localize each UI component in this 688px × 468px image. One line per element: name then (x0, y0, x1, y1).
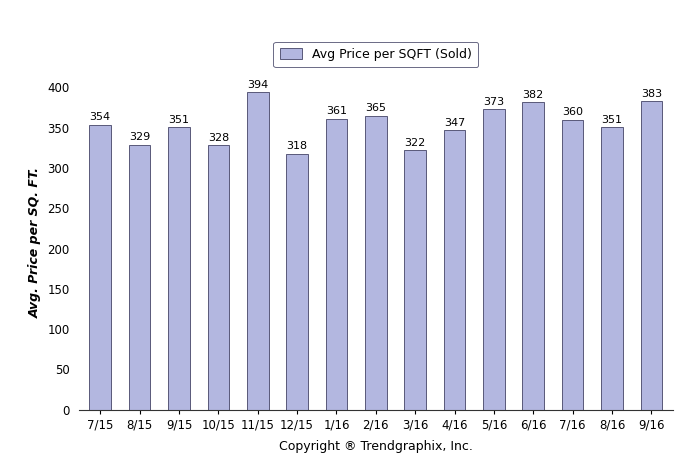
Text: 394: 394 (247, 80, 268, 90)
Bar (129, 145, 151, 410)
Bar (247, 92, 268, 410)
Text: 347: 347 (444, 118, 465, 128)
Bar (562, 120, 583, 410)
Bar (483, 109, 505, 410)
Bar (365, 116, 387, 410)
Bar (168, 127, 190, 410)
Text: 361: 361 (326, 106, 347, 117)
Bar (325, 119, 347, 410)
Bar (641, 101, 662, 410)
Text: 351: 351 (169, 115, 189, 124)
Bar (286, 154, 308, 410)
Legend: Avg Price per SQFT (Sold): Avg Price per SQFT (Sold) (273, 42, 478, 67)
Text: 373: 373 (484, 97, 504, 107)
Text: 318: 318 (286, 141, 308, 151)
Bar (208, 146, 229, 410)
Bar (522, 102, 544, 410)
Text: 351: 351 (601, 115, 623, 124)
Text: 328: 328 (208, 133, 229, 143)
Bar (444, 130, 465, 410)
Text: 365: 365 (365, 103, 386, 113)
X-axis label: Copyright ® Trendgraphix, Inc.: Copyright ® Trendgraphix, Inc. (279, 440, 473, 453)
Bar (405, 150, 426, 410)
Text: 383: 383 (641, 89, 662, 99)
Text: 360: 360 (562, 107, 583, 117)
Bar (601, 127, 623, 410)
Bar (89, 124, 111, 410)
Text: 382: 382 (523, 89, 544, 100)
Text: 322: 322 (405, 138, 426, 148)
Text: 329: 329 (129, 132, 150, 142)
Y-axis label: Avg. Price per SQ. FT.: Avg. Price per SQ. FT. (29, 167, 42, 318)
Text: 354: 354 (89, 112, 111, 122)
